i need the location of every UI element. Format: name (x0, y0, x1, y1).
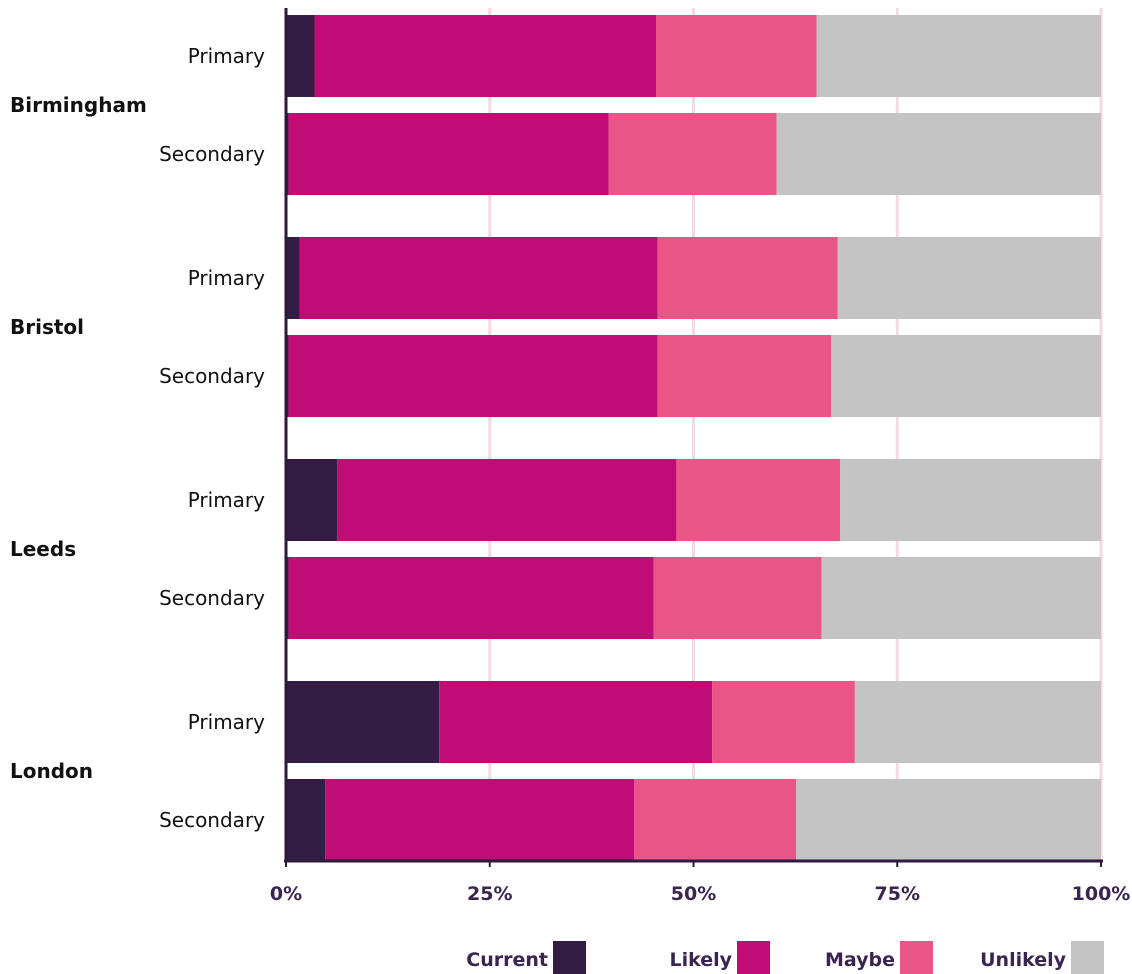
bar-segment-current (286, 237, 300, 319)
bar-segment-maybe (657, 237, 838, 319)
x-tick-label: 50% (671, 883, 716, 905)
legend-item-likely: Likely (669, 941, 770, 974)
legend-label: Current (466, 949, 548, 971)
legend-swatch (553, 941, 586, 974)
legend: Current Likely Maybe Unlikely (466, 941, 1104, 974)
bar-segment-unlikely (821, 557, 1101, 639)
bar-segment-likely (439, 681, 713, 763)
legend-label: Maybe (825, 949, 895, 971)
bar-segment-maybe (712, 681, 855, 763)
bars (286, 15, 1101, 861)
bar-segment-maybe (657, 335, 832, 417)
group-label: Bristol (10, 315, 84, 339)
bar-label: Primary (188, 266, 265, 290)
x-tick-labels: 0% 25% 50% 75% 100% (270, 883, 1130, 905)
bar-segment-likely (288, 113, 609, 195)
bar-segment-current (286, 15, 315, 97)
bar-segment-maybe (653, 557, 822, 639)
bar-label: Primary (188, 44, 265, 68)
group-label: London (10, 759, 93, 783)
legend-item-maybe: Maybe (825, 941, 933, 974)
x-tick-label: 75% (875, 883, 920, 905)
legend-swatch (900, 941, 933, 974)
category-labels: Primary Secondary Birmingham Primary Seconda… (10, 44, 265, 832)
legend-swatch (1071, 941, 1104, 974)
bar-label: Secondary (159, 586, 265, 610)
bar-segment-likely (337, 459, 677, 541)
group-label: Leeds (10, 537, 76, 561)
bar-label: Secondary (159, 142, 265, 166)
axes (284, 8, 1103, 867)
bar-segment-maybe (676, 459, 841, 541)
bar-segment-unlikely (837, 237, 1101, 319)
bar-segment-likely (325, 779, 635, 861)
bar-segment-likely (288, 557, 654, 639)
group-label: Birmingham (10, 93, 147, 117)
bar-segment-likely (299, 237, 658, 319)
bar-segment-likely (288, 335, 658, 417)
bar-label: Primary (188, 488, 265, 512)
bar-segment-current (286, 779, 326, 861)
bar-label: Secondary (159, 364, 265, 388)
bar-segment-unlikely (816, 15, 1101, 97)
bar-segment-current (286, 681, 440, 763)
legend-label: Likely (669, 949, 732, 971)
legend-swatch (737, 941, 770, 974)
bar-segment-unlikely (840, 459, 1101, 541)
bar-segment-maybe (608, 113, 777, 195)
bar-label: Primary (188, 710, 265, 734)
bar-segment-unlikely (854, 681, 1101, 763)
legend-label: Unlikely (980, 949, 1067, 971)
bar-label: Secondary (159, 808, 265, 832)
bar-segment-likely (314, 15, 657, 97)
bar-segment-current (286, 459, 338, 541)
bar-segment-unlikely (831, 335, 1101, 417)
bar-segment-maybe (634, 779, 797, 861)
x-tick-label: 100% (1072, 883, 1131, 905)
legend-item-unlikely: Unlikely (980, 941, 1104, 974)
legend-item-current: Current (466, 941, 586, 974)
x-tick-label: 0% (270, 883, 302, 905)
x-tick-label: 25% (467, 883, 512, 905)
bar-segment-unlikely (776, 113, 1101, 195)
bar-segment-unlikely (796, 779, 1101, 861)
bar-segment-maybe (656, 15, 817, 97)
